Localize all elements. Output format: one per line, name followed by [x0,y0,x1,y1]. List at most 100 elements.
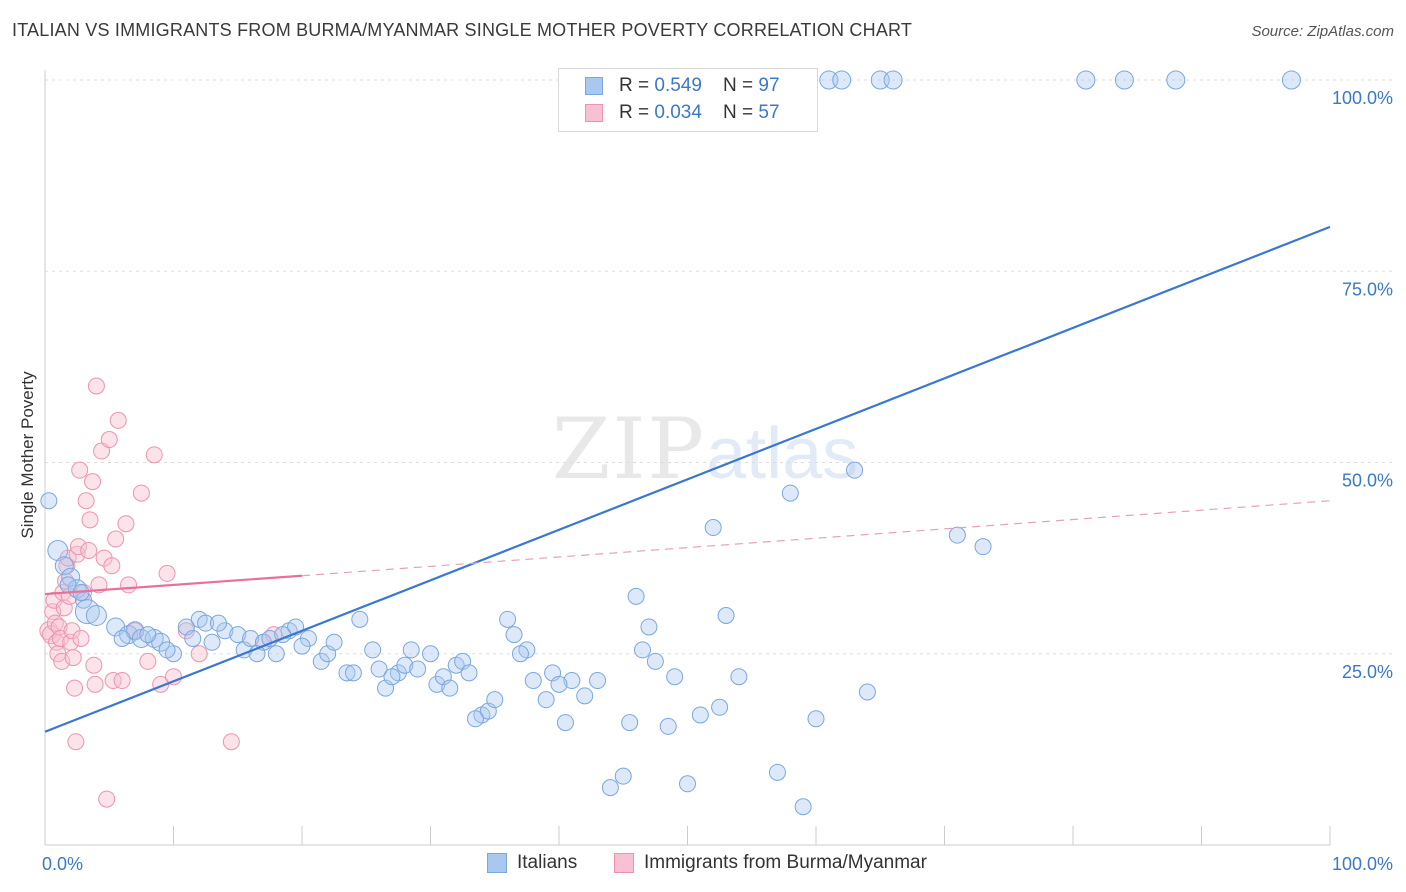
burma-point [145,446,163,464]
legend-swatch-burma [614,853,634,873]
italian-point [563,672,581,690]
italian-point [466,710,484,728]
burma-point [86,675,104,693]
italian-point [883,70,903,90]
italian-point [486,691,504,709]
italian-point [768,763,786,781]
burma-point [77,492,95,510]
burma-point [80,541,98,559]
italian-point [781,484,799,502]
italian-point [948,526,966,544]
italian-point [711,698,729,716]
italian-point [242,629,260,647]
italian-point [666,668,684,686]
italian-point [158,641,176,659]
burma-trend-extension [301,500,1331,577]
burma-point [113,672,131,690]
trend-lines [44,225,1331,733]
correlation-legend: R = 0.549 N = 97 R = 0.034 N = 57 [558,68,818,132]
italian-point [974,538,992,556]
burma-point [64,649,82,667]
burma-points [39,377,283,808]
legend-r-label: R = [619,75,655,96]
italian-point [441,679,459,697]
burma-point [98,790,116,808]
italian-point [402,641,420,659]
italian-point [807,710,825,728]
italian-point [338,664,356,682]
burma-point [126,622,144,640]
italian-point [460,664,478,682]
italian-point [601,779,619,797]
italian-point [47,539,69,561]
burma-point [107,530,125,548]
axis-labels: 25.0% 50.0% 75.0% 100.0% 0.0% 100.0% Single Mo… [18,88,1393,874]
italians-trend-line [44,225,1331,733]
legend-n-value: 97 [758,75,780,96]
italian-point [621,714,639,732]
italian-point [499,610,517,628]
italian-point [858,683,876,701]
burma-point [158,564,176,582]
italian-point [351,610,369,628]
italian-point [325,633,343,651]
gridlines [45,79,1395,655]
burma-point [103,557,121,575]
burma-point [222,733,240,751]
source-credit: Source: ZipAtlas.com [1251,23,1394,40]
italian-point [679,775,696,793]
italian-point [184,629,202,647]
italian-point [229,626,247,644]
italian-point [293,637,311,655]
italian-point [197,614,215,632]
italian-point [344,664,362,682]
legend-item-burma: Immigrants from Burma/Myanmar [614,852,927,874]
italian-point [704,519,722,537]
burma-point [190,645,208,663]
italian-point [209,614,227,632]
y-tick-label: 100.0% [1332,88,1393,108]
italian-point [1166,70,1186,90]
legend-r-value: 0.549 [654,75,702,96]
italian-point [370,660,388,678]
burma-point [117,515,135,533]
legend-n-label: N = [723,102,759,123]
legend-n-value: 57 [758,102,780,123]
italian-point [691,706,709,724]
italian-point [646,652,664,670]
italian-points [40,70,1301,816]
burma-point [72,629,90,647]
italian-point [267,645,285,663]
legend-swatch-burma [585,104,603,122]
legend-r-label: R = [619,102,655,123]
italian-point [614,767,632,785]
legend-item-italians: Italians [487,852,577,874]
burma-point [84,473,102,491]
legend-label-italians: Italians [517,852,578,873]
italian-point [627,587,645,605]
x-tick-label: 100.0% [1332,854,1393,874]
italian-point [634,641,652,659]
italian-point [511,645,529,663]
x-tick-label: 0.0% [42,854,83,874]
burma-point [71,461,89,479]
watermark-atlas: atlas [706,414,859,494]
legend-swatch-italians [585,77,603,95]
burma-point [69,538,87,556]
italian-point [505,626,523,644]
y-axis-title: Single Mother Poverty [18,371,37,539]
italian-point [364,641,382,659]
burma-point [100,431,118,449]
italian-point [537,691,555,709]
italian-point [139,626,157,644]
y-tick-label: 75.0% [1342,279,1393,299]
italian-point [113,629,131,647]
legend-label-burma: Immigrants from Burma/Myanmar [644,852,927,873]
italian-point [846,461,864,479]
burma-point [132,484,150,502]
burma-point [120,576,138,594]
burma-point [66,679,84,697]
italian-point [832,70,852,90]
italian-point [640,618,658,636]
